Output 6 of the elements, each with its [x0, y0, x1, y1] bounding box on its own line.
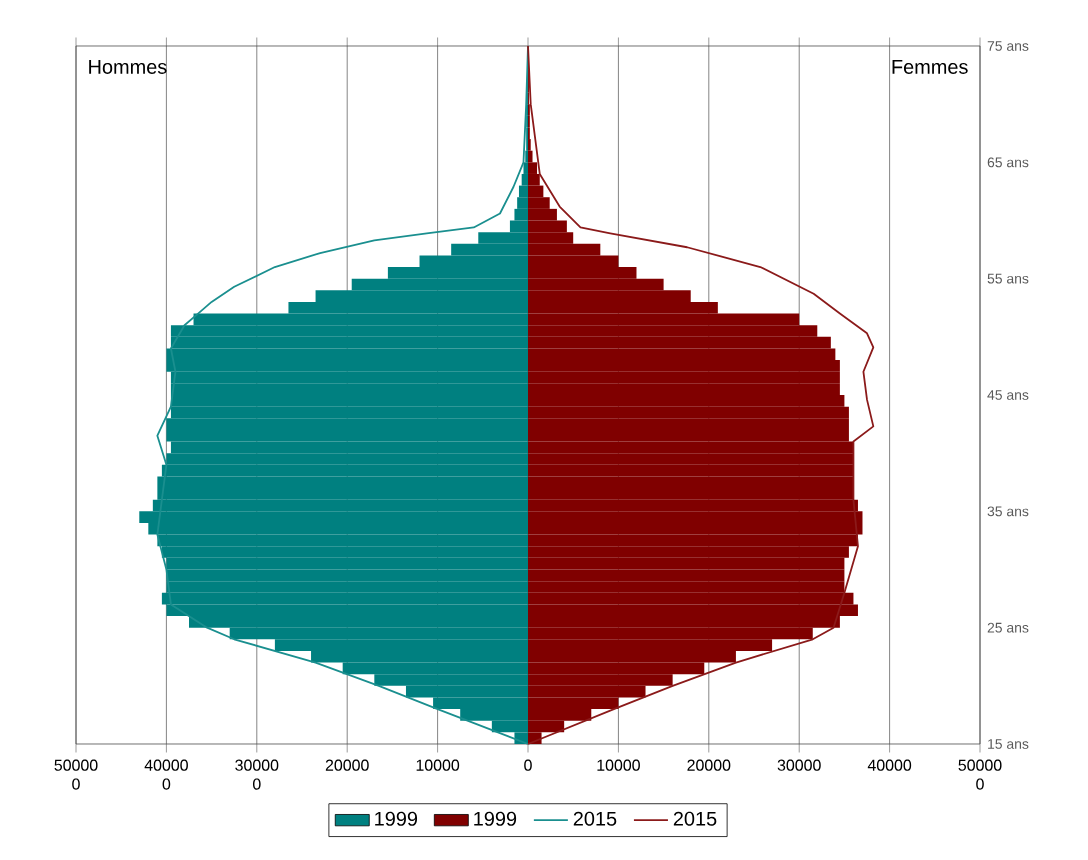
legend-label: 1999	[474, 811, 517, 826]
annotation: Femmes	[892, 60, 968, 74]
legend-label: 2015	[673, 811, 717, 826]
legend-label: 1999	[375, 811, 418, 826]
annotation: Hommes	[89, 60, 167, 74]
legend-label: 2015	[573, 811, 617, 826]
